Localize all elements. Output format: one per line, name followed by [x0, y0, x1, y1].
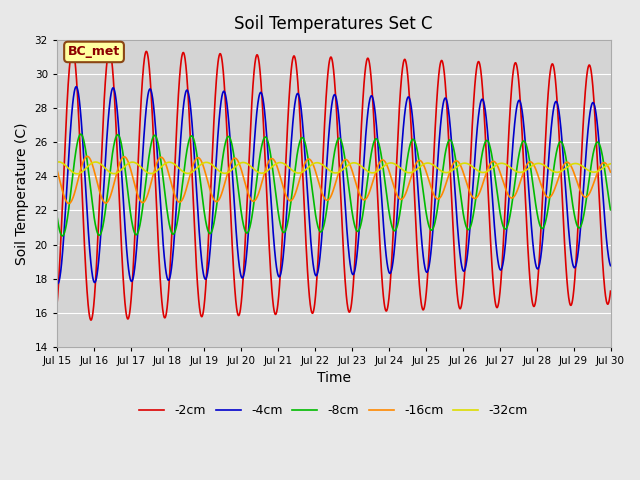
- -2cm: [53, 303, 61, 309]
- Line: -2cm: -2cm: [57, 49, 611, 320]
- -32cm: [55, 159, 63, 165]
- -16cm: [607, 169, 614, 175]
- Legend: -2cm, -4cm, -8cm, -16cm, -32cm: -2cm, -4cm, -8cm, -16cm, -32cm: [134, 399, 533, 422]
- -32cm: [323, 165, 330, 171]
- -2cm: [81, 260, 89, 266]
- -4cm: [607, 263, 614, 268]
- -32cm: [591, 169, 599, 175]
- -32cm: [73, 171, 81, 177]
- -16cm: [81, 155, 89, 160]
- Y-axis label: Soil Temperature (C): Soil Temperature (C): [15, 122, 29, 264]
- -32cm: [591, 169, 598, 175]
- -8cm: [323, 207, 330, 213]
- -4cm: [82, 185, 90, 191]
- Line: -16cm: -16cm: [57, 156, 611, 204]
- -4cm: [308, 251, 316, 256]
- Line: -4cm: -4cm: [57, 87, 611, 284]
- -8cm: [308, 185, 316, 191]
- -4cm: [591, 105, 599, 110]
- -8cm: [58, 233, 66, 239]
- -16cm: [308, 159, 316, 165]
- -16cm: [591, 176, 599, 182]
- -2cm: [323, 87, 330, 93]
- -8cm: [53, 212, 61, 218]
- -32cm: [607, 161, 614, 167]
- -8cm: [82, 147, 90, 153]
- Line: -8cm: -8cm: [57, 134, 611, 236]
- -8cm: [77, 132, 84, 137]
- -32cm: [308, 162, 316, 168]
- -8cm: [490, 162, 497, 168]
- -4cm: [591, 103, 598, 109]
- Line: -32cm: -32cm: [57, 162, 611, 174]
- -4cm: [490, 209, 497, 215]
- -4cm: [54, 281, 61, 287]
- -2cm: [591, 110, 598, 116]
- -2cm: [68, 46, 76, 52]
- -32cm: [82, 166, 90, 171]
- -2cm: [87, 317, 95, 323]
- -4cm: [323, 163, 330, 169]
- -2cm: [591, 115, 599, 120]
- -16cm: [591, 177, 598, 183]
- X-axis label: Time: Time: [317, 372, 351, 385]
- -4cm: [53, 279, 61, 285]
- Text: BC_met: BC_met: [68, 46, 120, 59]
- -16cm: [53, 166, 61, 172]
- -16cm: [65, 201, 72, 206]
- -2cm: [308, 310, 316, 316]
- -16cm: [83, 154, 91, 159]
- -8cm: [607, 207, 614, 213]
- -32cm: [53, 159, 61, 165]
- -2cm: [490, 282, 497, 288]
- -16cm: [490, 158, 497, 164]
- -16cm: [323, 197, 330, 203]
- -32cm: [490, 164, 497, 170]
- -8cm: [591, 144, 599, 149]
- -8cm: [591, 144, 598, 150]
- Title: Soil Temperatures Set C: Soil Temperatures Set C: [234, 15, 433, 33]
- -4cm: [72, 84, 80, 90]
- -2cm: [607, 288, 614, 294]
